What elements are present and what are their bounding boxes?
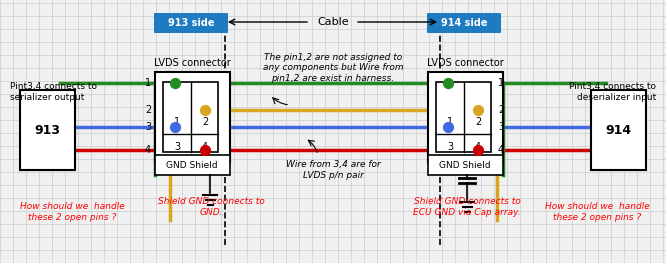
Text: 1: 1 (145, 78, 151, 88)
Text: 3: 3 (447, 142, 453, 152)
Text: Pint3,4 connects to
deserializer input: Pint3,4 connects to deserializer input (569, 82, 656, 102)
Text: 914: 914 (605, 124, 631, 136)
Text: 4: 4 (498, 145, 504, 155)
Text: 2: 2 (145, 105, 151, 115)
Text: 1: 1 (447, 117, 453, 127)
FancyBboxPatch shape (155, 72, 230, 162)
Text: Wire from 3,4 are for
LVDS p/n pair: Wire from 3,4 are for LVDS p/n pair (286, 160, 380, 180)
Text: Cable: Cable (317, 17, 349, 27)
Text: 1: 1 (498, 78, 504, 88)
Point (170, 81, 180, 85)
FancyBboxPatch shape (427, 13, 501, 33)
Text: 1: 1 (174, 117, 180, 127)
Text: The pin1,2 are not assigned to
any components but Wire from
pin1,2 are exist in : The pin1,2 are not assigned to any compo… (262, 53, 404, 83)
Text: LVDS connector: LVDS connector (427, 58, 503, 68)
Text: How should we  handle
these 2 open pins ?: How should we handle these 2 open pins ? (19, 202, 125, 222)
FancyBboxPatch shape (428, 155, 503, 175)
FancyBboxPatch shape (163, 82, 218, 152)
Text: 913 side: 913 side (168, 18, 214, 28)
FancyBboxPatch shape (20, 90, 75, 170)
Text: 3: 3 (145, 122, 151, 132)
Text: Shield GND connects to
GND.: Shield GND connects to GND. (158, 197, 264, 217)
Text: 3: 3 (498, 122, 504, 132)
Text: Shield GND connects to
ECU GND via Cap array.: Shield GND connects to ECU GND via Cap a… (413, 197, 521, 217)
Text: 4: 4 (202, 142, 208, 152)
Point (473, 108, 484, 112)
Point (200, 148, 210, 152)
Text: GND Shield: GND Shield (439, 160, 491, 169)
Text: 2: 2 (202, 117, 208, 127)
FancyBboxPatch shape (436, 82, 491, 152)
Text: LVDS connector: LVDS connector (154, 58, 230, 68)
Point (170, 125, 180, 129)
FancyBboxPatch shape (154, 13, 228, 33)
Text: 4: 4 (145, 145, 151, 155)
Text: 914 side: 914 side (441, 18, 488, 28)
FancyBboxPatch shape (591, 90, 646, 170)
Text: Pint3,4 connects to
serializer output: Pint3,4 connects to serializer output (10, 82, 97, 102)
Text: 2: 2 (475, 117, 481, 127)
Text: 913: 913 (34, 124, 60, 136)
Text: 4: 4 (475, 142, 481, 152)
Point (473, 148, 484, 152)
Point (443, 125, 454, 129)
FancyBboxPatch shape (155, 155, 230, 175)
Text: How should we  handle
these 2 open pins ?: How should we handle these 2 open pins ? (545, 202, 649, 222)
FancyBboxPatch shape (428, 72, 503, 162)
Text: 3: 3 (174, 142, 180, 152)
Text: GND Shield: GND Shield (166, 160, 218, 169)
Text: 2: 2 (498, 105, 504, 115)
Point (443, 81, 454, 85)
Point (200, 108, 210, 112)
